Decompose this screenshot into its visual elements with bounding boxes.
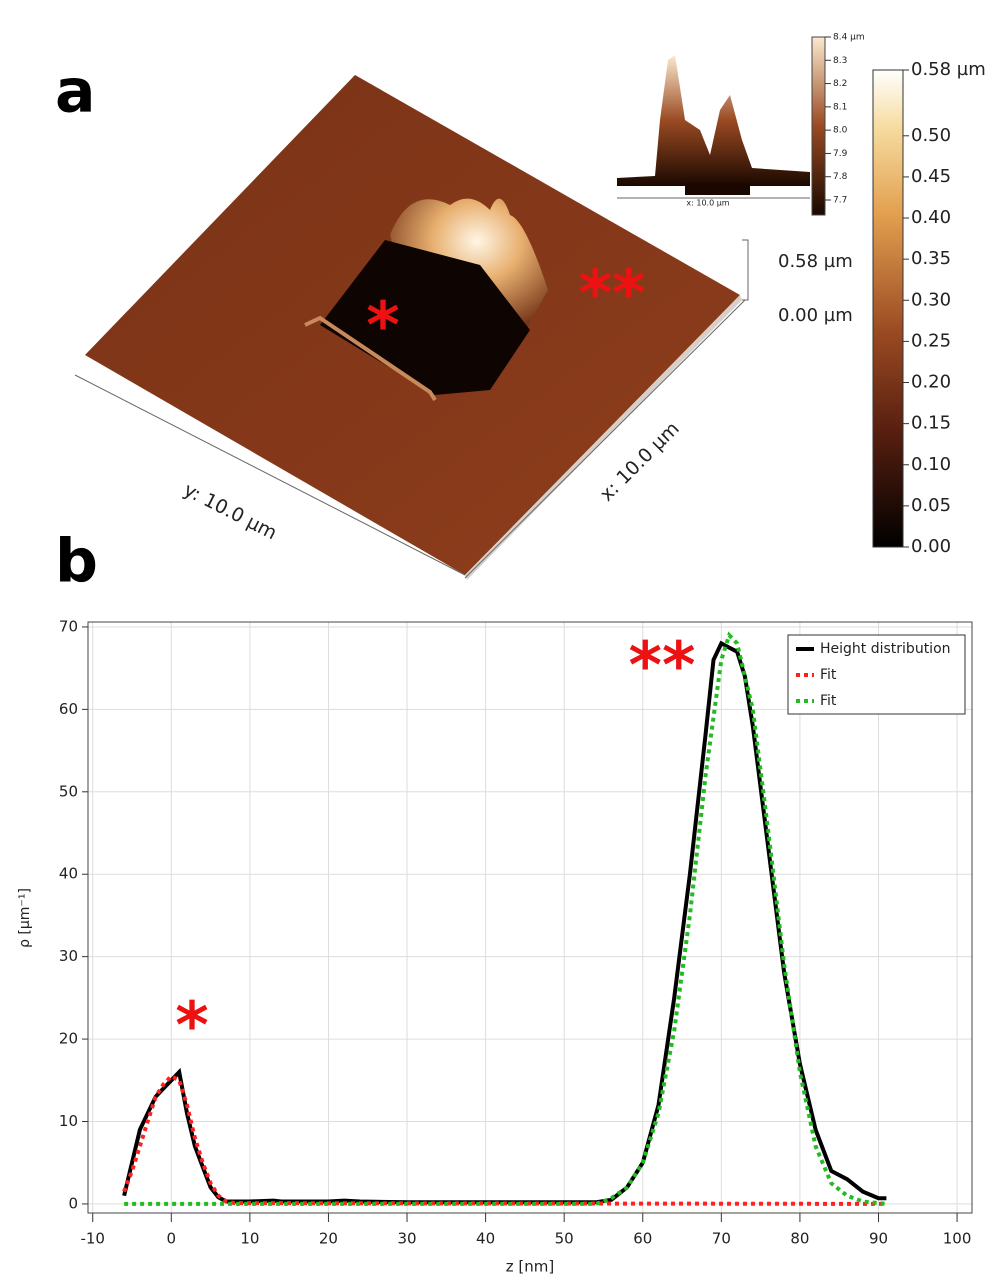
- y-tick-label: 60: [59, 700, 78, 718]
- z-scale-bracket: [742, 239, 749, 301]
- x-tick-label: 20: [319, 1230, 338, 1248]
- colorbar-tick-label: 8.1: [833, 102, 847, 112]
- colorbar-tick-label: 0.58 µm: [911, 59, 986, 80]
- colorbar-tick-label: 7.7: [833, 196, 847, 206]
- colorbar-tick-label: 8.0: [833, 126, 848, 136]
- annotation: **: [629, 630, 696, 704]
- annotation: *: [175, 990, 208, 1064]
- x-tick-label: 50: [555, 1230, 574, 1248]
- axis-frame: [74, 374, 466, 576]
- colorbar-tick-label: 0.35: [911, 248, 951, 269]
- legend-label: Fit: [820, 693, 837, 709]
- legend-label: Fit: [820, 667, 837, 683]
- marker: **: [579, 258, 646, 332]
- x-tick-label: 70: [712, 1230, 731, 1248]
- colorbar-tick-label: 8.2: [833, 79, 847, 89]
- colorbar-tick-label: 0.05: [911, 495, 951, 516]
- z-scale-label: 0.00 µm: [778, 305, 853, 326]
- x-tick-label: 100: [943, 1230, 972, 1248]
- axis-frame: [464, 299, 746, 579]
- colorbar-tick-label: 7.9: [833, 149, 848, 159]
- z-scale-label: 0.58 µm: [778, 251, 853, 272]
- colorbar-tick-label: 0.10: [911, 454, 951, 475]
- x-tick-label: 90: [869, 1230, 888, 1248]
- inset: x: 10.0 µm: [617, 36, 826, 216]
- panel-b: b -10 0 10 20 30 40 50 60 70 80 90 1000102030405060…: [17, 527, 973, 1276]
- x-tick-label: -10: [80, 1230, 105, 1248]
- y-tick-label: 20: [59, 1030, 78, 1048]
- x-tick-label: 40: [476, 1230, 495, 1248]
- plot-area: [88, 622, 972, 1213]
- series-line: [122, 1073, 887, 1206]
- marker: *: [366, 290, 399, 364]
- colorbar-tick-label: 0.20: [911, 372, 951, 393]
- panel-label: b: [55, 527, 98, 597]
- y-tick-label: 40: [59, 865, 78, 883]
- x-tick-label: 80: [790, 1230, 809, 1248]
- x-tick-label: 0: [167, 1230, 177, 1248]
- legend-box: [787, 634, 966, 715]
- colorbar: [872, 69, 904, 548]
- legend-label: Height distribution: [820, 641, 951, 657]
- y-tick-label: 0: [68, 1194, 78, 1212]
- colorbar-tick-label: 8.3: [833, 56, 847, 66]
- y-axis-label: y: 10.0 µm: [180, 479, 280, 545]
- inset-x-label: x: 10.0 µm: [686, 199, 729, 208]
- panel-label: a: [55, 57, 96, 127]
- hole-rim: [304, 315, 437, 402]
- colorbar-tick-label: 0.40: [911, 207, 951, 228]
- y-tick-label: 70: [59, 617, 78, 635]
- panel-a: a y: 10.0 µm x: 10.0 µm 0.58 µm 0.00 µm …: [55, 36, 904, 580]
- series-line: [124, 631, 887, 1206]
- colorbar-tick-label: 0.50: [911, 125, 951, 146]
- y-tick-label: 30: [59, 947, 78, 965]
- surface-hole: [320, 240, 530, 395]
- inset-colorbar: [811, 36, 826, 216]
- colorbar-tick-label: 0.00: [911, 536, 951, 557]
- x-tick-label: 60: [633, 1230, 652, 1248]
- colorbar-tick-label: 0.15: [911, 413, 951, 434]
- colorbar-tick-label: 0.30: [911, 289, 951, 310]
- colorbar-tick-label: 0.25: [911, 330, 951, 351]
- colorbar-tick-label: 8.4 µm: [833, 33, 865, 43]
- x-tick-label: 10: [240, 1230, 259, 1248]
- colorbar-tick-label: 0.45: [911, 166, 951, 187]
- colorbar-tick-label: 7.8: [833, 172, 848, 182]
- inset-profile-base: [685, 183, 750, 195]
- x-tick-label: 30: [397, 1230, 416, 1248]
- plot-frame: [87, 621, 973, 1214]
- y-tick-label: 10: [59, 1112, 78, 1130]
- x-axis-label: z [nm]: [506, 1258, 554, 1276]
- y-tick-label: 50: [59, 782, 78, 800]
- y-axis-label: ρ [µm⁻¹]: [17, 888, 33, 948]
- inset-profile: [617, 55, 810, 186]
